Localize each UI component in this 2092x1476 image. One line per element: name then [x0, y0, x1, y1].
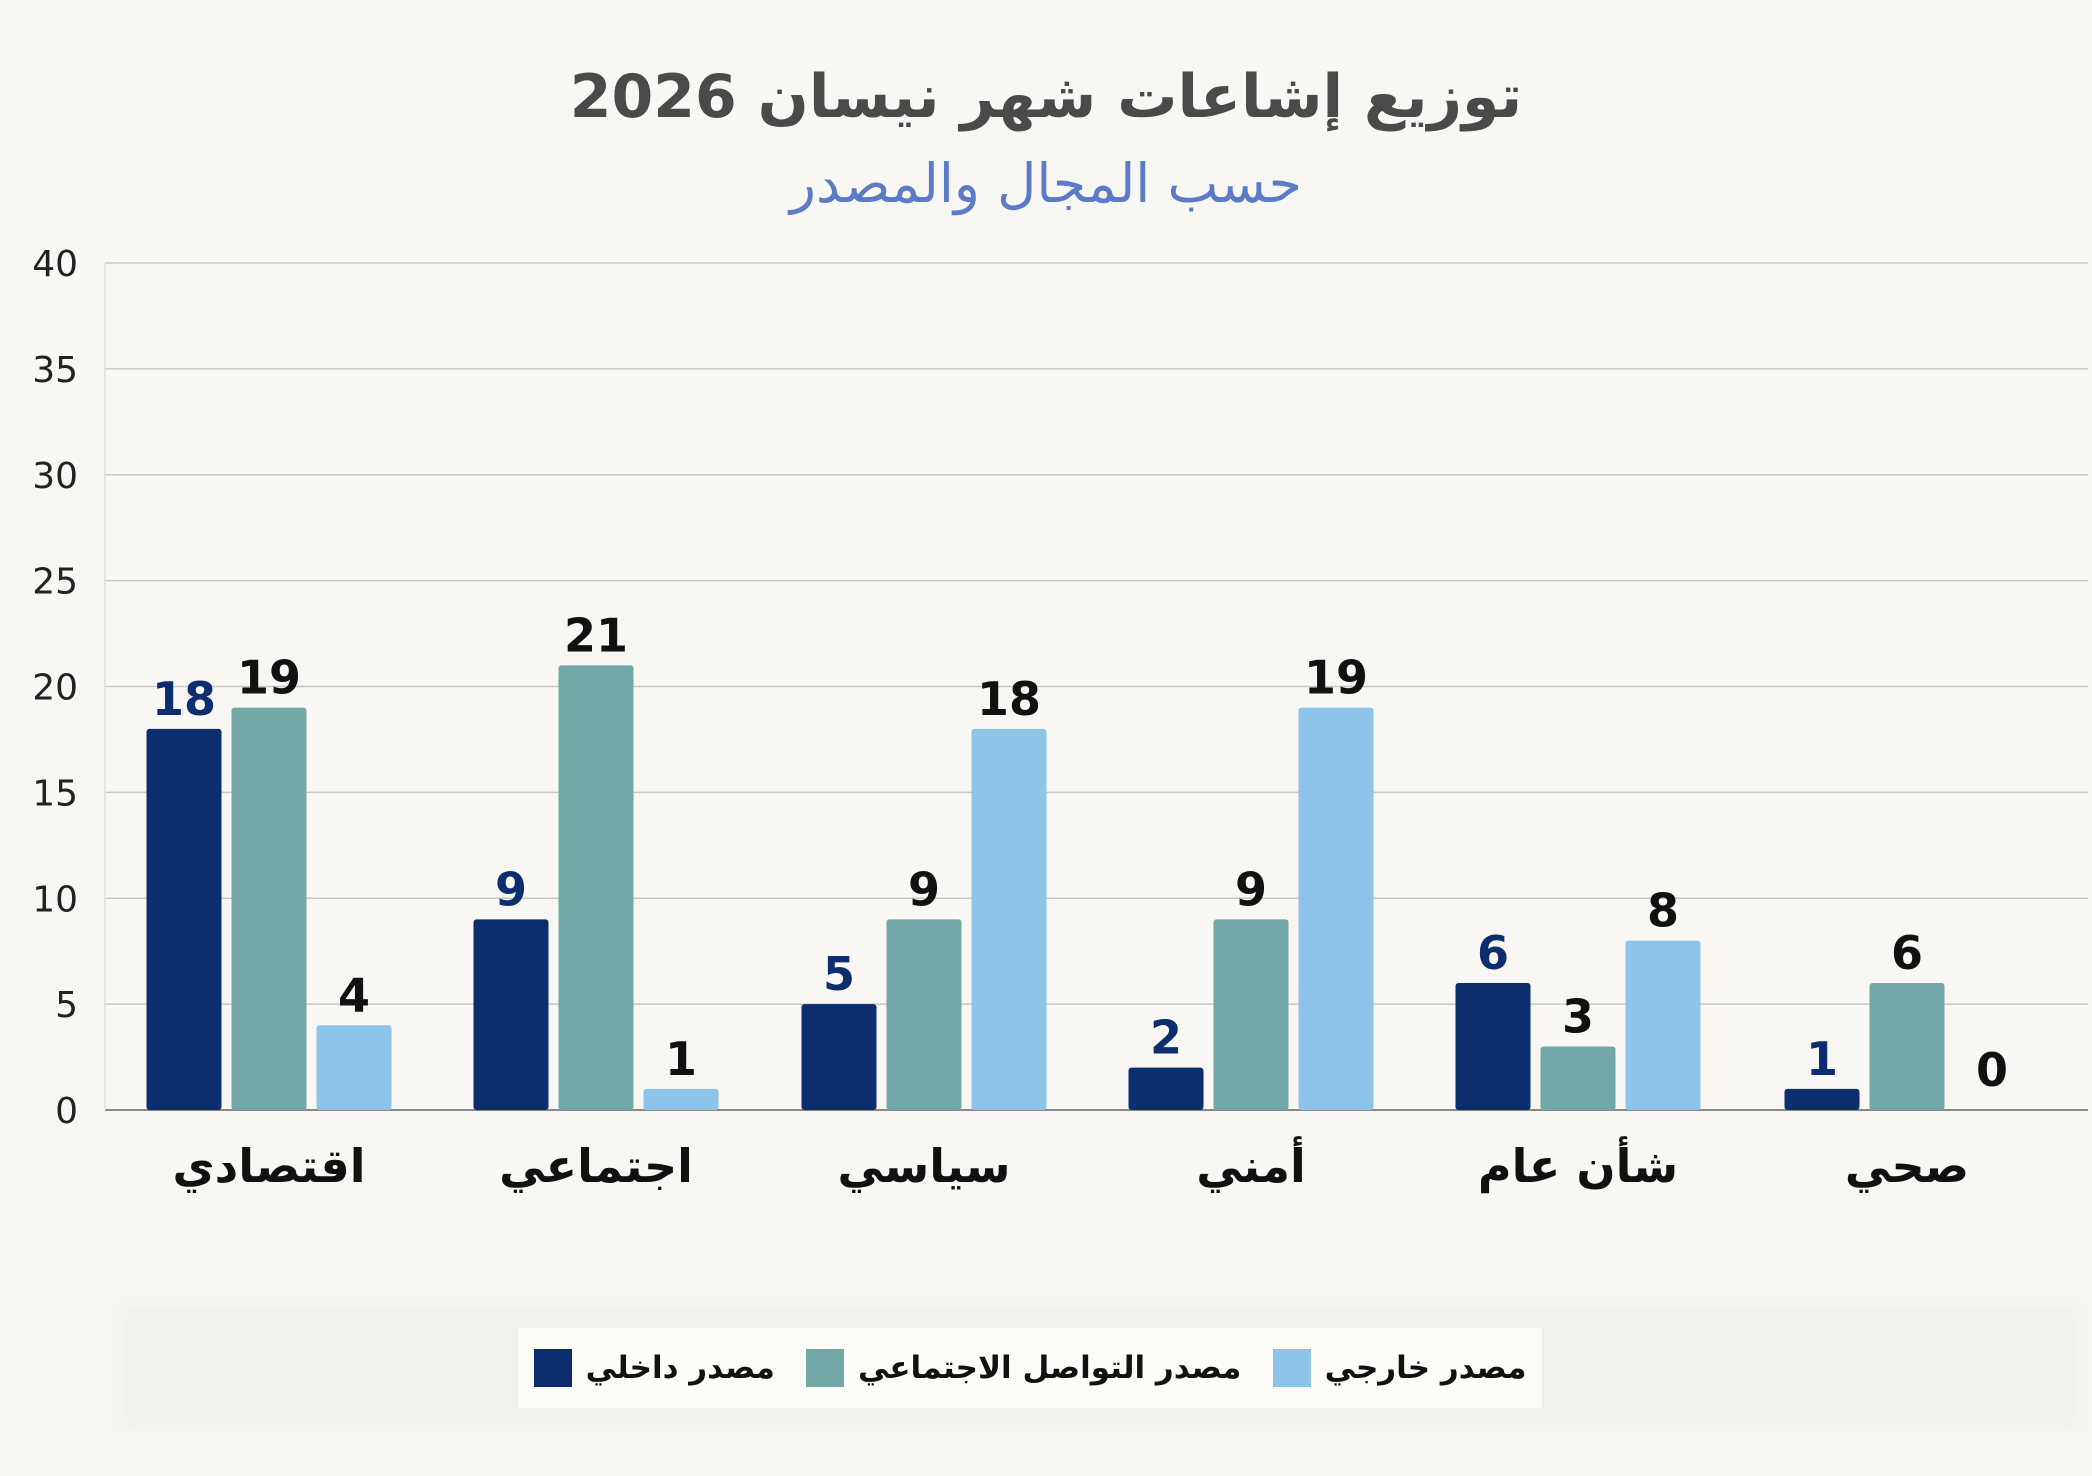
legend-item-external: مصدر خارجي	[1272, 1349, 1527, 1387]
bar	[1455, 982, 1531, 1110]
legend-swatch-external	[1272, 1349, 1311, 1387]
bar	[1298, 707, 1374, 1110]
legend-label: مصدر التواصل الاجتماعي	[858, 1350, 1242, 1386]
y-tick-label: 25	[32, 562, 78, 603]
chart-title: توزيع إشاعات شهر نيسان 2026	[569, 62, 1523, 132]
y-tick-label: 35	[32, 350, 78, 391]
y-tick-label: 40	[32, 244, 78, 285]
x-tick-label: اجتماعي	[499, 1139, 693, 1193]
bar	[1784, 1088, 1860, 1110]
data-label: 18	[977, 672, 1041, 726]
bar	[1213, 919, 1289, 1110]
y-tick-label: 20	[32, 668, 78, 709]
legend-item-internal: مصدر داخلي	[533, 1349, 775, 1387]
data-label: 9	[908, 862, 940, 916]
legend-swatch-social	[806, 1349, 845, 1387]
bar	[801, 1004, 877, 1110]
bar	[1625, 940, 1701, 1110]
data-label: 3	[1562, 989, 1594, 1043]
x-tick-label: أمني	[1196, 1136, 1306, 1193]
chart-subtitle: حسب المجال والمصدر	[789, 152, 1303, 215]
data-label: 2	[1150, 1011, 1182, 1065]
data-label: 5	[823, 947, 855, 1001]
x-tick-label: صحي	[1845, 1139, 1969, 1193]
legend-label: مصدر خارجي	[1324, 1350, 1527, 1386]
bar	[971, 728, 1047, 1110]
y-tick-label: 5	[55, 985, 78, 1026]
legend-swatch-internal	[533, 1349, 572, 1387]
data-label: 6	[1891, 926, 1923, 980]
legend: مصدر داخلي مصدر التواصل الاجتماعي مصدر خ…	[518, 1328, 1542, 1408]
bar	[316, 1025, 392, 1110]
y-tick-label: 15	[32, 773, 78, 814]
data-label: 0	[1976, 1043, 2008, 1097]
y-tick-label: 30	[32, 456, 78, 497]
data-label: 9	[495, 862, 527, 916]
data-label: 1	[1806, 1032, 1838, 1086]
data-label: 21	[564, 608, 628, 662]
x-tick-label: سياسي	[837, 1139, 1010, 1193]
data-label: 19	[1304, 651, 1368, 705]
y-tick-label: 10	[32, 879, 78, 920]
x-tick-label: اقتصادي	[172, 1139, 365, 1193]
data-label: 1	[665, 1032, 697, 1086]
legend-label: مصدر داخلي	[585, 1350, 775, 1386]
bar	[1869, 982, 1945, 1110]
data-label: 19	[237, 651, 301, 705]
bar	[886, 919, 962, 1110]
data-label: 8	[1647, 884, 1679, 938]
data-label: 9	[1235, 862, 1267, 916]
bar	[558, 665, 634, 1110]
data-label: 6	[1477, 926, 1509, 980]
legend-item-social: مصدر التواصل الاجتماعي	[806, 1349, 1241, 1387]
bar	[1128, 1067, 1204, 1110]
data-label: 4	[338, 968, 370, 1022]
y-tick-label: 0	[55, 1091, 78, 1132]
x-tick-label: شأن عام	[1478, 1136, 1678, 1193]
data-label: 18	[152, 672, 216, 726]
bar	[473, 919, 549, 1110]
bar	[643, 1088, 719, 1110]
bar	[1540, 1046, 1616, 1110]
bar	[231, 707, 307, 1110]
bar	[146, 728, 222, 1110]
